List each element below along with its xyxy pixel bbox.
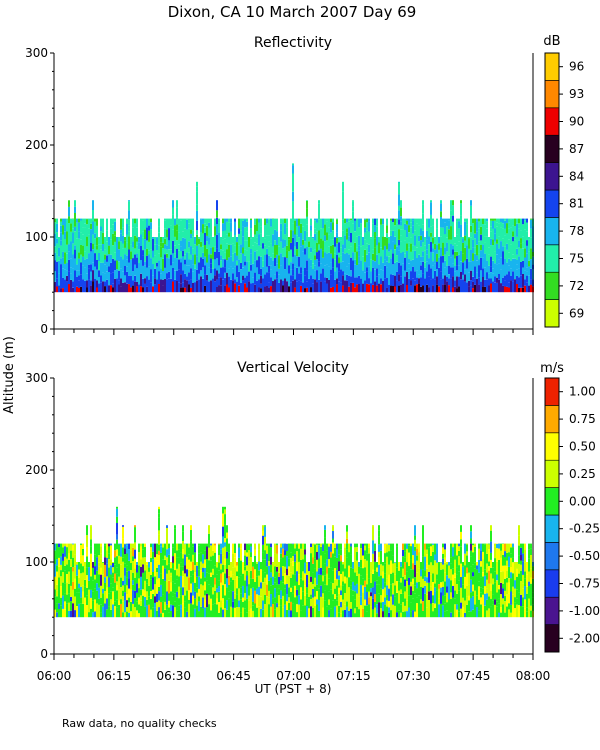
colorbar-tick-label: 84 bbox=[569, 169, 584, 183]
colorbar-tick-label: 1.00 bbox=[569, 385, 596, 399]
colorbar-tick-label: 72 bbox=[569, 279, 584, 293]
colorbar-swatch bbox=[544, 569, 560, 598]
velocity-title: Vertical Velocity bbox=[237, 360, 349, 376]
colorbar-swatch bbox=[544, 162, 560, 191]
colorbar-swatch bbox=[544, 299, 560, 328]
colorbar-tick-label: -0.50 bbox=[569, 549, 600, 563]
x-tick-label: 07:15 bbox=[336, 669, 371, 683]
colorbar-swatch bbox=[544, 459, 560, 488]
velocity-colorbar: -2.00 -1.00 -0.75 -0.50 -0.25 0.00 0.25 0.50 0.7… bbox=[544, 377, 600, 653]
y-tick-label: 0 bbox=[40, 647, 48, 661]
colorbar-tick-label: 78 bbox=[569, 224, 584, 238]
colorbar-swatch bbox=[544, 596, 560, 625]
colorbar-tick-label: 69 bbox=[569, 306, 584, 320]
colorbar-tick-label: -0.75 bbox=[569, 577, 600, 591]
x-tick-label: 07:00 bbox=[276, 669, 311, 683]
colorbar-tick-label: 0.00 bbox=[569, 494, 596, 508]
colorbar-swatch bbox=[544, 405, 560, 434]
x-tick-label: 06:30 bbox=[156, 669, 191, 683]
colorbar-tick-label: 75 bbox=[569, 252, 584, 266]
colorbar-tick-label: 0.25 bbox=[569, 467, 596, 481]
reflectivity-colorbar: 69 72 75 78 81 84 87 90 93 96 bbox=[544, 52, 584, 328]
colorbar-swatch bbox=[544, 244, 560, 273]
colorbar-tick-label: -2.00 bbox=[569, 631, 600, 645]
reflectivity-data-area bbox=[54, 163, 534, 293]
colorbar-tick-label: 81 bbox=[569, 197, 584, 211]
x-tick-label: 06:00 bbox=[37, 669, 72, 683]
footer-note: Raw data, no quality checks bbox=[62, 717, 217, 730]
colorbar-tick-label: 90 bbox=[569, 115, 584, 129]
colorbar-swatch bbox=[544, 542, 560, 571]
x-tick-labels: 06:00 06:15 06:30 06:45 07:00 07:15 07:30 07:45… bbox=[37, 669, 551, 683]
colorbar-swatch bbox=[544, 487, 560, 516]
colorbar-swatch bbox=[544, 80, 560, 109]
velocity-data-area bbox=[54, 506, 534, 618]
colorbar-swatch bbox=[544, 217, 560, 246]
colorbar-swatch bbox=[544, 514, 560, 543]
colorbar-swatch bbox=[544, 271, 560, 300]
colorbar-swatch bbox=[544, 52, 560, 81]
colorbar-swatch bbox=[544, 189, 560, 218]
y-tick-label: 300 bbox=[25, 46, 48, 60]
x-axis-label: UT (PST + 8) bbox=[255, 682, 332, 696]
colorbar-tick-label: -1.00 bbox=[569, 604, 600, 618]
colorbar-swatch bbox=[544, 134, 560, 163]
colorbar-swatch bbox=[544, 377, 560, 406]
reflectivity-colorbar-unit: dB bbox=[543, 34, 560, 49]
y-tick-label: 100 bbox=[25, 230, 48, 244]
colorbar-tick-label: 96 bbox=[569, 60, 584, 74]
colorbar-swatch bbox=[544, 624, 560, 653]
colorbar-tick-label: 87 bbox=[569, 142, 584, 156]
y-tick-label: 100 bbox=[25, 555, 48, 569]
colorbar-tick-label: 93 bbox=[569, 87, 584, 101]
velocity-colorbar-unit: m/s bbox=[540, 361, 564, 376]
colorbar-tick-label: 0.50 bbox=[569, 440, 596, 454]
figure-title: Dixon, CA 10 March 2007 Day 69 bbox=[168, 3, 417, 21]
colorbar-swatch bbox=[544, 432, 560, 461]
x-tick-label: 08:00 bbox=[516, 669, 551, 683]
y-tick-label: 300 bbox=[25, 371, 48, 385]
y-tick-label: 200 bbox=[25, 138, 48, 152]
x-tick-label: 06:45 bbox=[216, 669, 251, 683]
x-tick-label: 07:30 bbox=[396, 669, 431, 683]
y-axis-label: Altitude (m) bbox=[2, 336, 17, 414]
x-tick-label: 06:15 bbox=[97, 669, 132, 683]
colorbar-tick-label: -0.25 bbox=[569, 522, 600, 536]
colorbar-swatch bbox=[544, 107, 560, 136]
colorbar-tick-label: 0.75 bbox=[569, 412, 596, 426]
reflectivity-title: Reflectivity bbox=[254, 35, 332, 51]
y-tick-label: 0 bbox=[40, 322, 48, 336]
reflectivity-axes: 0 100 200 300 bbox=[25, 46, 534, 336]
x-tick-label: 07:45 bbox=[456, 669, 491, 683]
y-tick-label: 200 bbox=[25, 463, 48, 477]
velocity-axes: 0 100 200 300 bbox=[25, 371, 534, 661]
